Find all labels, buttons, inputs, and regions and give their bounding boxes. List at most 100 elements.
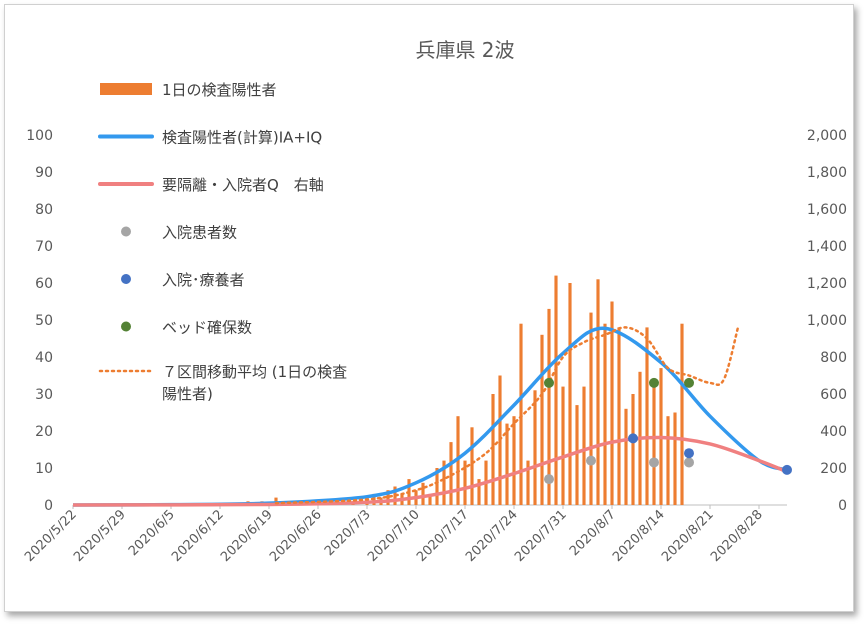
bar [491, 394, 495, 505]
x-tick-label: 2020/5/29 [71, 507, 129, 565]
bar [680, 323, 684, 505]
y-right-tick-label: 800 [820, 350, 847, 366]
chart-title: 兵庫県 2波 [415, 38, 514, 62]
x-tick-label: 2020/7/31 [512, 507, 570, 565]
bar [617, 327, 621, 505]
y-right-tick-label: 0 [838, 498, 847, 514]
x-tick-label: 2020/8/28 [708, 507, 766, 565]
bar [575, 405, 579, 505]
scatter-point [649, 457, 659, 468]
x-tick-label: 2020/6/19 [218, 507, 276, 565]
bar [428, 493, 432, 505]
axes-group: 0 10 20 30 40 50 60 70 80 90 100 0 200 400 600 800 1,000… [22, 128, 847, 565]
x-tick-label: 2020/5/22 [22, 507, 80, 565]
scatter-point [544, 377, 554, 388]
bar [596, 279, 600, 505]
y-right-tick-label: 1,200 [807, 276, 847, 292]
bar [631, 394, 635, 505]
series-line [72, 435, 788, 507]
scatter-point [684, 448, 694, 459]
bar [666, 416, 670, 505]
scatter-point [649, 377, 659, 388]
legend-label: 入院患者数 [162, 224, 237, 242]
bar [624, 408, 628, 505]
bar [645, 327, 649, 505]
x-tick-label: 2020/6/26 [267, 507, 325, 565]
legend-swatch-point [121, 274, 131, 284]
bar [435, 468, 439, 505]
x-tick-label: 2020/7/3 [322, 507, 374, 559]
x-tick-label: 2020/8/14 [610, 507, 668, 565]
x-tick-label: 2020/6/12 [169, 507, 227, 565]
y-left-tick-label: 0 [44, 498, 53, 514]
y-right-tick-label: 1,600 [807, 202, 847, 218]
bar [470, 427, 474, 505]
bar [547, 308, 551, 505]
legend-label: 陽性者) [162, 385, 213, 403]
y-left-tick-label: 70 [35, 239, 53, 255]
bar [526, 460, 530, 505]
y-right-tick-label: 200 [820, 461, 847, 477]
chart-frame: 兵庫県 2波 0 10 20 30 40 50 60 70 80 90 100 0 200 400 600 8… [4, 4, 854, 612]
calc-positive-line [72, 326, 788, 507]
y-right-tick-label: 400 [820, 424, 847, 440]
legend-label: 検査陽性者(計算)IA+IQ [162, 129, 322, 147]
bar [449, 442, 453, 505]
y-left-tick-label: 100 [26, 128, 53, 144]
y-right-tick-label: 1,000 [807, 313, 847, 329]
legend-label: 入院･療養者 [162, 271, 245, 289]
bar [463, 460, 467, 505]
y-left-tick-label: 80 [35, 202, 53, 218]
moving-average-line [274, 326, 740, 505]
scatter-point [782, 464, 792, 475]
bar [477, 479, 481, 505]
y-left-tick-label: 50 [35, 313, 53, 329]
bar [568, 283, 572, 505]
scatter-point [586, 455, 596, 466]
y-left-tick-label: 30 [35, 387, 53, 403]
bar [652, 379, 656, 505]
y-right-tick-label: 2,000 [807, 128, 847, 144]
bar [505, 423, 509, 505]
bar [673, 412, 677, 505]
bar [554, 275, 558, 505]
bar [386, 490, 390, 505]
legend-swatch-point [121, 226, 131, 237]
y-right-tick-label: 1,800 [807, 165, 847, 181]
x-tick-label: 2020/7/10 [365, 507, 423, 565]
y-left-tick-label: 20 [35, 424, 53, 440]
scatter-point [684, 377, 694, 388]
y-left-tick-label: 10 [35, 461, 53, 477]
x-tick-label: 2020/7/17 [414, 507, 472, 565]
bar-series-group [246, 275, 684, 505]
scatter-point [544, 474, 554, 485]
chart-svg: 兵庫県 2波 0 10 20 30 40 50 60 70 80 90 100 0 200 400 600 8… [22, 38, 847, 565]
bar [519, 323, 523, 505]
bar [421, 482, 425, 505]
y-left-tick-label: 90 [35, 165, 53, 181]
x-tick-label: 2020/7/24 [463, 507, 521, 565]
legend-label: 要隔離・入院者Q 右軸 [162, 176, 324, 194]
scatter-point [628, 433, 638, 444]
bar [540, 334, 544, 505]
x-tick-label: 2020/8/7 [567, 507, 619, 559]
bar [610, 301, 614, 505]
bar [512, 416, 516, 505]
y-left-tick-label: 40 [35, 350, 53, 366]
scatter-point [684, 457, 694, 468]
y-right-tick-label: 600 [820, 387, 847, 403]
line-series-group [72, 326, 788, 507]
point-series-group [544, 377, 792, 485]
legend-label: 1日の検査陽性者 [162, 81, 277, 99]
y-right-tick-label: 1,400 [807, 239, 847, 255]
x-tick-label: 2020/6/5 [126, 507, 178, 559]
legend-label: ベッド確保数 [162, 319, 252, 337]
bar [582, 386, 586, 505]
bar [589, 312, 593, 505]
x-tick-label: 2020/8/21 [659, 507, 717, 565]
legend-swatch-bar [100, 83, 152, 95]
legend-swatch-point [121, 321, 131, 332]
bar [603, 323, 607, 505]
bar [561, 386, 565, 505]
